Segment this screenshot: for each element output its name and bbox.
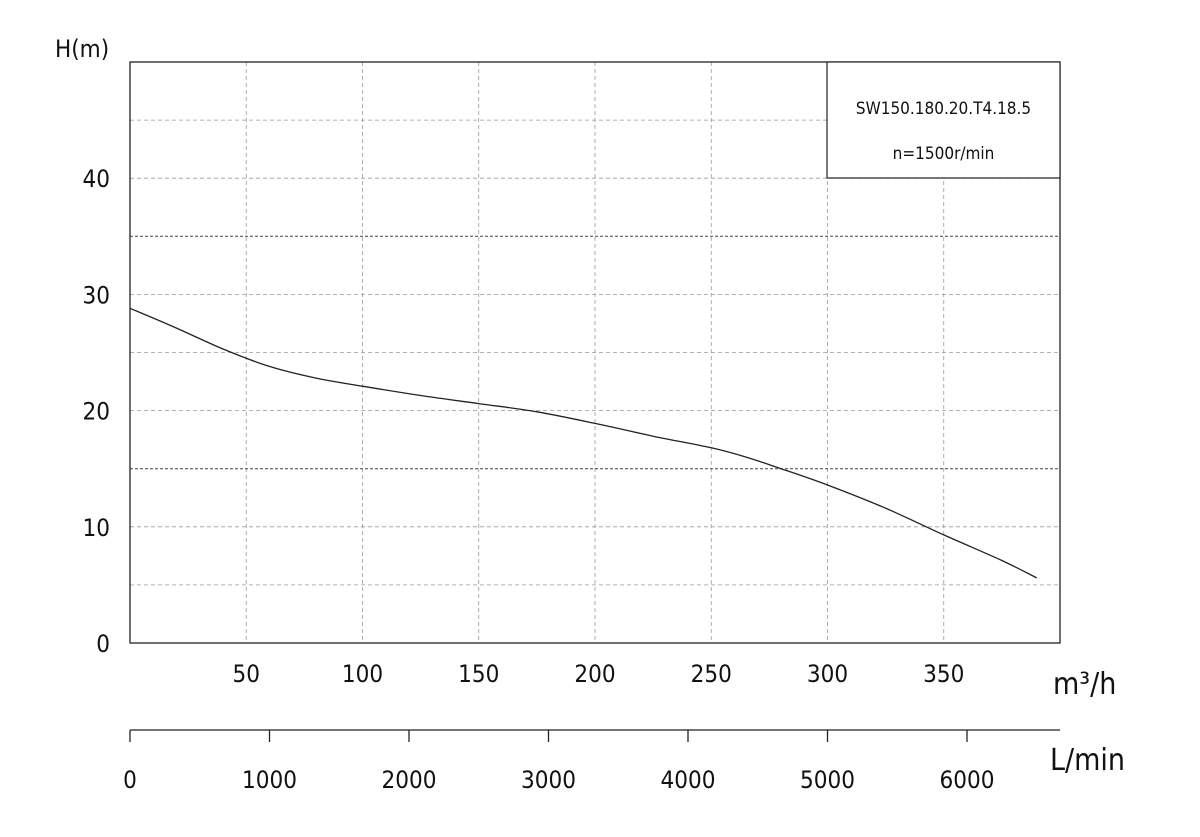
- x-tick-label: 350: [923, 660, 964, 688]
- x-tick-label: 300: [807, 660, 848, 688]
- x-tick-label: 150: [458, 660, 499, 688]
- x-tick-labels: 50 100 150 200 250 300 350: [233, 660, 965, 688]
- secondary-tick-label: 2000: [382, 766, 437, 794]
- x-tick-label: 200: [574, 660, 615, 688]
- secondary-tick-label: 0: [123, 766, 137, 794]
- secondary-tick-label: 3000: [521, 766, 576, 794]
- plot-frame: [129, 61, 1061, 644]
- y-tick-label: 0: [96, 630, 110, 658]
- series-line: [129, 307, 1038, 579]
- legend-border: [826, 61, 1061, 179]
- y-tick-label: 40: [83, 165, 110, 193]
- secondary-tick-label: 6000: [940, 766, 995, 794]
- grid-layer: [130, 62, 1060, 643]
- y-tick-label: 30: [83, 281, 110, 309]
- x-tick-label: 100: [342, 660, 383, 688]
- y-tick-label: 10: [83, 514, 110, 542]
- x-tick-label: 50: [233, 660, 260, 688]
- secondary-axis-ticks: 0 1000 2000 3000 4000 5000 6000: [123, 730, 994, 794]
- y-axis-label: H(m): [55, 35, 109, 63]
- x-axis-label: m³/h: [1053, 667, 1116, 702]
- x-tick-label: 250: [691, 660, 732, 688]
- legend-box: SW150.180.20.T4.18.5 n=1500r/min: [826, 61, 1061, 179]
- legend-model: SW150.180.20.T4.18.5: [856, 99, 1031, 119]
- secondary-tick-label: 1000: [242, 766, 297, 794]
- y-tick-labels: 0 10 20 30 40: [83, 165, 110, 658]
- secondary-tick-label: 5000: [800, 766, 855, 794]
- y-tick-label: 20: [83, 398, 110, 426]
- legend-speed: n=1500r/min: [893, 144, 995, 164]
- secondary-tick-label: 4000: [661, 766, 716, 794]
- secondary-axis-label: L/min: [1050, 743, 1125, 778]
